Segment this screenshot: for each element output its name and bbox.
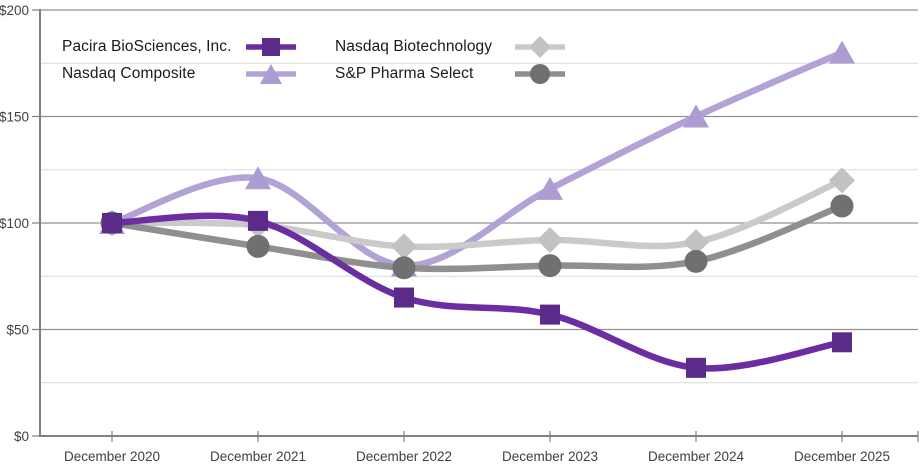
marker-circle	[392, 256, 416, 280]
legend-label-biotech: Nasdaq Biotechnology	[335, 38, 493, 55]
marker-circle	[684, 249, 708, 273]
legend-item-pharma: S&P Pharma Select	[335, 62, 473, 86]
x-axis-label: December 2021	[210, 449, 306, 464]
y-axis-label: $0	[14, 429, 29, 444]
legend-circle-glyph	[530, 64, 550, 84]
y-axis-label: $200	[0, 3, 29, 18]
marker-square	[686, 357, 706, 378]
x-axis-label: December 2023	[502, 449, 598, 464]
x-axis-label: December 2025	[794, 449, 890, 464]
marker-circle	[830, 194, 854, 218]
series-line	[108, 202, 846, 273]
marker-square	[394, 287, 414, 308]
series-line	[108, 49, 846, 269]
marker-diamond	[537, 227, 563, 254]
marker-square	[248, 210, 268, 231]
legend-square-glyph	[262, 38, 280, 56]
y-axis-label: $50	[6, 323, 29, 338]
marker-diamond	[391, 233, 417, 260]
marker-square	[102, 213, 122, 233]
marker-triangle	[683, 104, 709, 128]
marker-triangle	[829, 40, 855, 64]
legend-item-biotech: Nasdaq Biotechnology	[335, 35, 492, 59]
legend-marker-circle-icon	[515, 64, 565, 84]
x-axis-label: December 2022	[356, 449, 452, 464]
y-axis-label: $100	[0, 216, 29, 231]
marker-triangle	[537, 176, 563, 200]
x-axis-label: December 2024	[648, 449, 745, 464]
legend-triangle-glyph	[260, 64, 282, 84]
series-line	[108, 212, 846, 372]
marker-circle	[538, 254, 562, 278]
marker-square	[540, 304, 560, 325]
legend-marker-triangle-icon	[246, 64, 296, 84]
legend-marker-square-icon	[246, 38, 296, 56]
y-axis-label: $150	[0, 110, 29, 125]
legend-label-pharma: S&P Pharma Select	[335, 65, 474, 82]
legend-label-pacira: Pacira BioSciences, Inc.	[62, 38, 232, 55]
marker-diamond	[683, 229, 709, 256]
legend-marker-diamond-icon	[515, 36, 565, 58]
legend-diamond-glyph	[529, 36, 551, 58]
marker-square	[832, 332, 852, 353]
series-line	[108, 177, 846, 251]
marker-triangle	[245, 166, 271, 190]
legend-item-composite: Nasdaq Composite	[62, 62, 195, 86]
marker-circle	[246, 234, 270, 258]
legend-item-pacira: Pacira BioSciences, Inc.	[62, 35, 232, 59]
legend-label-composite: Nasdaq Composite	[62, 65, 196, 82]
marker-diamond	[829, 167, 855, 194]
x-axis-label: December 2020	[64, 449, 160, 464]
